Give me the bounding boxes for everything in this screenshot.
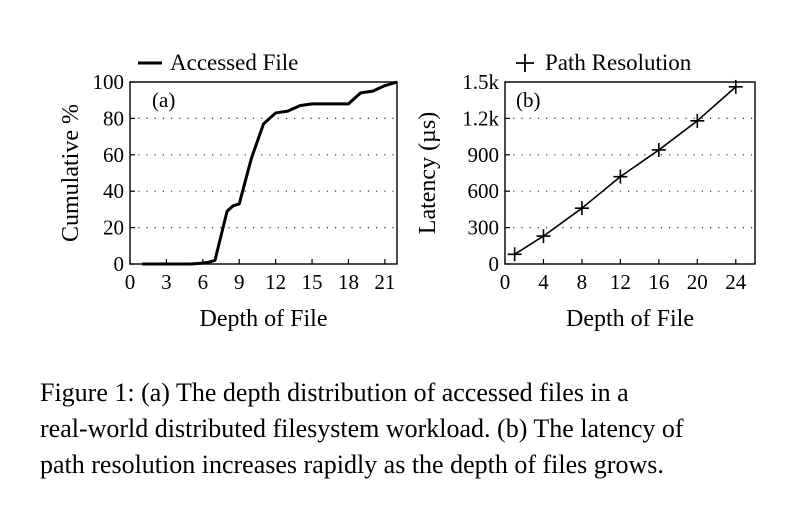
chart-a-series-line [142,80,398,266]
chart-b-data-point [536,229,551,244]
chart-b-x-tick-label: 8 [577,270,588,294]
chart-a-panel-label: (a) [152,88,175,112]
chart-a-y-axis-label: Cumulative % [58,104,84,242]
caption-line-2: real-world distributed filesystem worklo… [40,414,684,443]
chart-a-x-axis-label: Depth of File [200,306,328,332]
chart-a-y-tick-label: 40 [103,179,124,203]
caption-line-3: path resolution increases rapidly as the… [40,450,664,479]
chart-a-y-tick-label: 60 [103,143,124,167]
chart-a-x-tick-label: 12 [265,270,286,294]
chart-b-y-tick-label: 300 [468,216,500,240]
chart-b-x-tick-label: 4 [538,270,549,294]
chart-b-legend-marker [516,54,534,72]
chart-b-legend-label: Path Resolution [545,50,692,75]
chart-a-y-tick-label: 0 [114,252,125,276]
chart-b-x-tick-label: 24 [725,270,747,294]
chart-b-y-tick-label: 0 [489,252,500,276]
chart-b-x-tick-label: 20 [687,270,708,294]
chart-b-series-line [514,86,737,255]
chart-b-x-tick-label: 0 [500,270,511,294]
chart-a-legend-label: Accessed File [170,50,298,75]
chart-b-y-axis-label: Latency (µs) [415,112,441,234]
chart-b-x-tick-label: 16 [648,270,669,294]
chart-b-axes-frame [504,81,756,265]
chart-a-x-tick-label: 3 [161,270,172,294]
chart-a-y-tick-label: 80 [103,106,124,130]
chart-b-y-tick-label: 1.2k [462,106,499,130]
chart-a-x-tick-label: 18 [338,270,359,294]
caption-line-1: Figure 1: (a) The depth distribution of … [40,378,629,407]
chart-a-x-tick-label: 21 [374,270,395,294]
chart-b-y-tick-label: 600 [468,179,500,203]
chart-b-data-point [613,169,628,184]
chart-b-panel-label: (b) [516,88,541,112]
chart-b-y-tick-label: 1.5k [462,70,499,94]
chart-b-data-point [574,201,589,216]
chart-b-data-point [728,79,743,94]
figure-caption: Figure 1: (a) The depth distribution of … [40,375,785,483]
chart-b-x-axis-label: Depth of File [566,306,694,332]
chart-a-x-tick-label: 9 [234,270,245,294]
chart-a-x-tick-label: 0 [125,270,136,294]
chart-b-data-point [651,142,666,157]
chart-a-axes-frame [129,81,398,265]
chart-a-y-tick-label: 20 [103,216,124,240]
chart-a-x-tick-label: 15 [302,270,323,294]
chart-b-y-tick-label: 900 [468,143,500,167]
chart-a-y-tick-label: 100 [93,70,125,94]
chart-b-data-point [690,113,705,128]
chart-b-x-tick-label: 12 [610,270,631,294]
chart-a-x-tick-label: 6 [198,270,209,294]
chart-b-data-point [507,247,522,262]
